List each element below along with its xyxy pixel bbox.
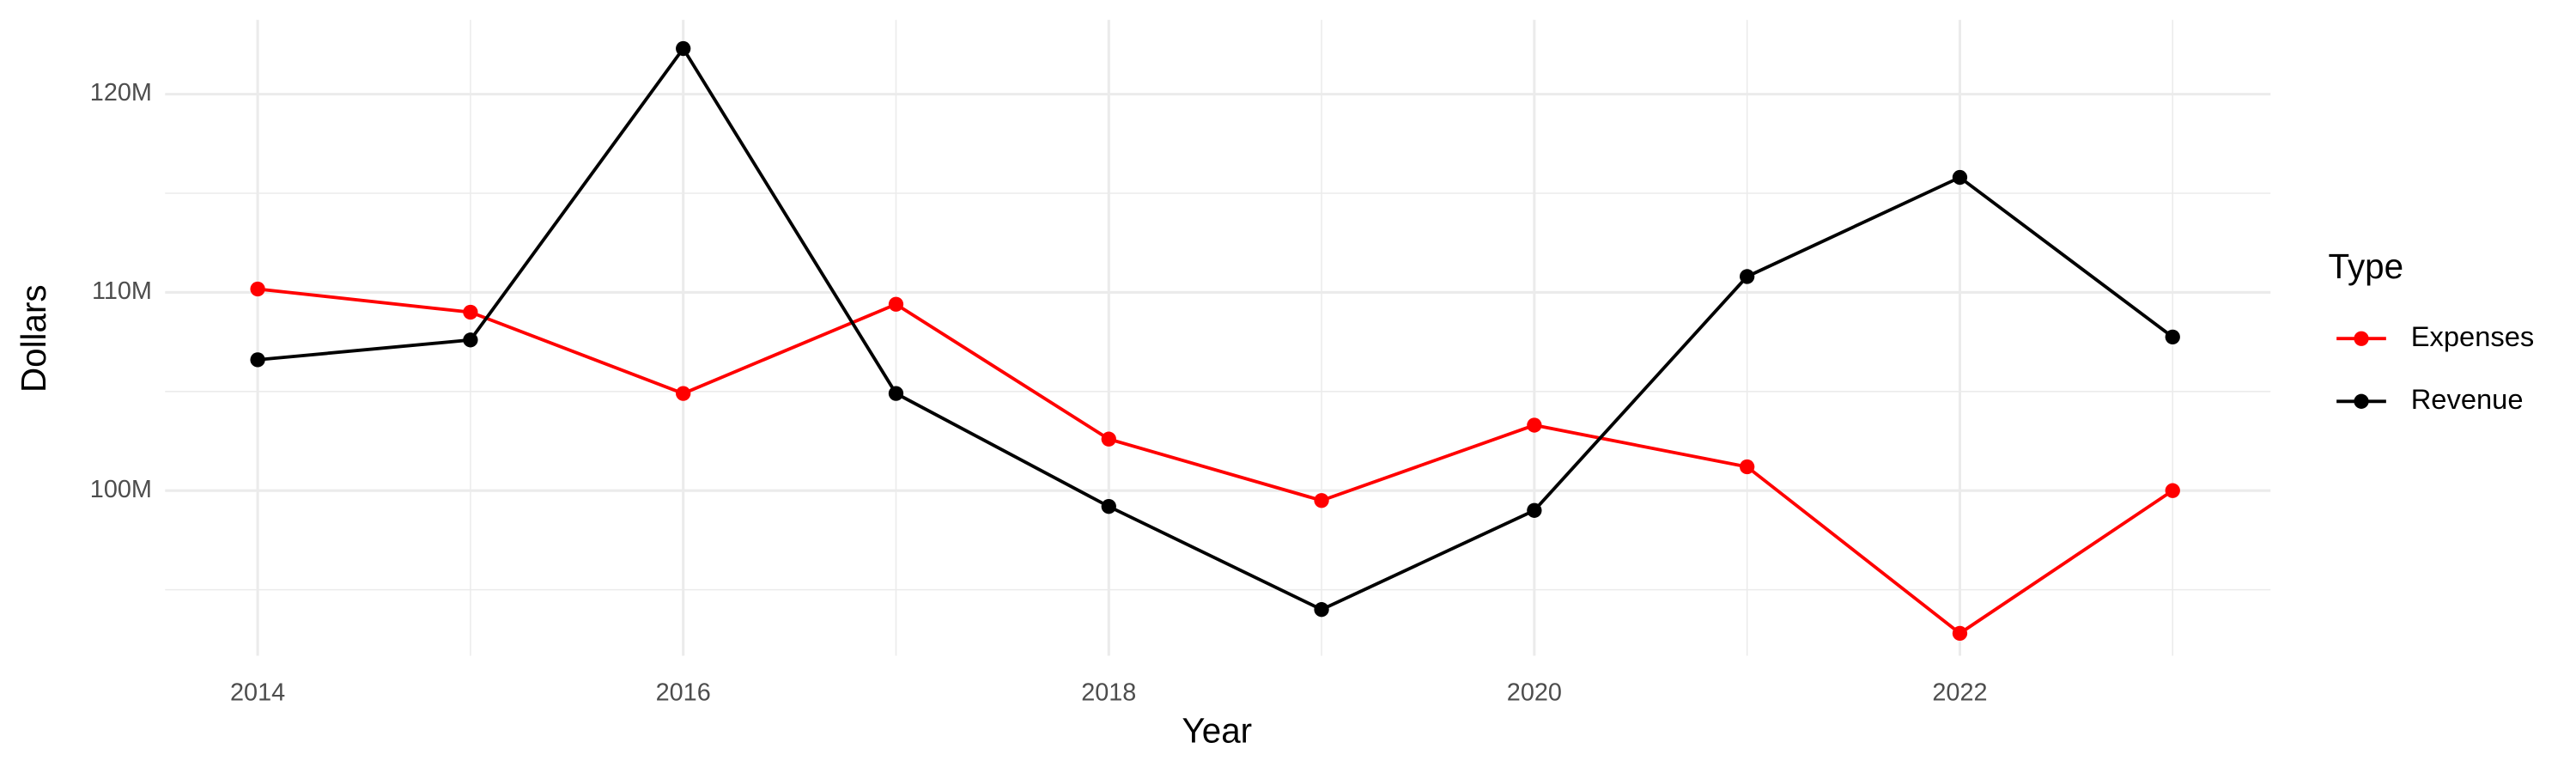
x-axis-title: Year bbox=[1182, 711, 1253, 751]
legend-title: Type bbox=[2329, 247, 2404, 286]
data-point bbox=[1952, 625, 1968, 642]
data-point bbox=[463, 332, 478, 348]
data-point bbox=[888, 296, 904, 312]
y-tick-label: 110M bbox=[92, 277, 152, 305]
data-point bbox=[676, 40, 691, 57]
data-point bbox=[1101, 431, 1116, 447]
data-point bbox=[1740, 459, 1755, 475]
legend-key-point bbox=[2354, 331, 2369, 346]
data-point bbox=[463, 304, 478, 320]
legend-label: Expenses bbox=[2411, 320, 2535, 352]
y-tick-label: 100M bbox=[90, 476, 152, 503]
data-point bbox=[676, 386, 691, 401]
data-point bbox=[1952, 169, 1968, 186]
data-point bbox=[888, 386, 904, 401]
x-tick-label: 2022 bbox=[1932, 679, 1987, 706]
series-line bbox=[257, 46, 2174, 612]
x-tick-label: 2014 bbox=[230, 679, 285, 706]
data-point bbox=[1101, 499, 1116, 514]
data-point bbox=[2165, 483, 2180, 498]
data-point bbox=[1314, 493, 1329, 508]
x-tick-label: 2016 bbox=[656, 679, 711, 706]
data-point bbox=[1314, 602, 1329, 618]
data-point bbox=[2165, 329, 2180, 344]
y-axis-title: Dollars bbox=[14, 284, 53, 393]
data-point bbox=[1527, 417, 1542, 433]
series-line bbox=[257, 287, 2174, 636]
x-tick-label: 2018 bbox=[1081, 679, 1136, 706]
data-point bbox=[1740, 269, 1755, 284]
legend-key-point bbox=[2354, 393, 2369, 409]
y-tick-label: 120M bbox=[90, 79, 152, 107]
legend-label: Revenue bbox=[2411, 383, 2524, 415]
data-point bbox=[250, 281, 265, 297]
x-tick-label: 2020 bbox=[1507, 679, 1562, 706]
data-point bbox=[1527, 502, 1542, 518]
data-point bbox=[250, 352, 265, 368]
